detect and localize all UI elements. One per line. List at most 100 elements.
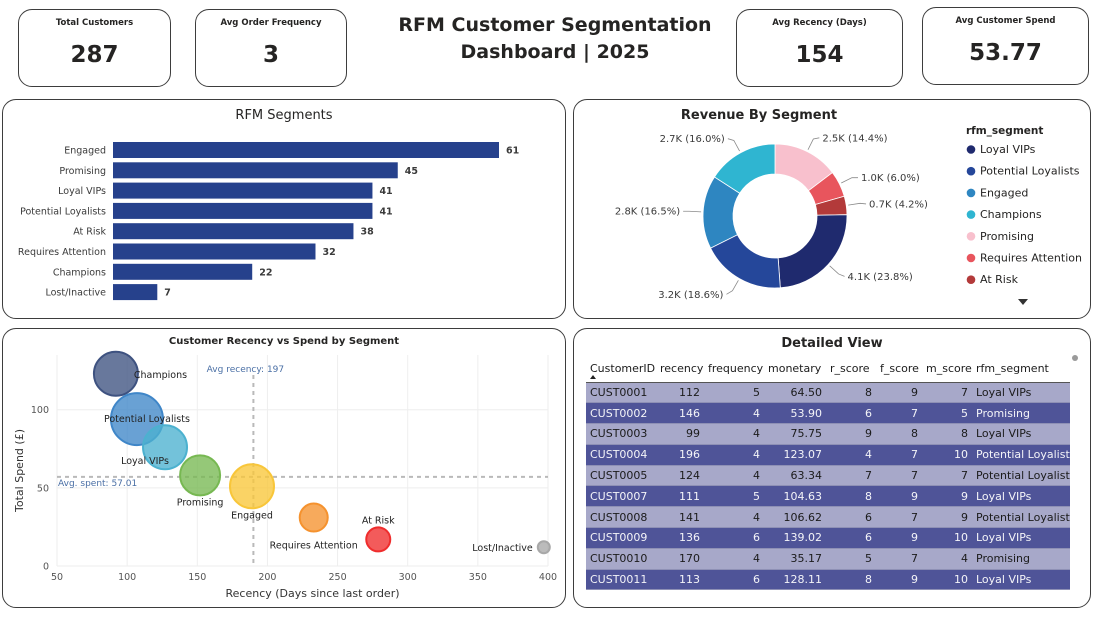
table-cell: 7 xyxy=(922,382,972,404)
table-cell: CUST0004 xyxy=(586,444,656,466)
table-cell: Potential Loyalists xyxy=(972,465,1070,487)
legend-item[interactable]: Loyal VIPs xyxy=(980,143,1036,156)
table-row[interactable]: CUST0005 124 4 63.34 7 7 7 Potential Loyalists xyxy=(586,465,1070,487)
recency-vs-spend-panel[interactable]: Customer Recency vs Spend by Segment 50 1… xyxy=(2,328,566,608)
scrollbar-thumb[interactable] xyxy=(1072,355,1078,361)
column-header-m_score[interactable]: m_score xyxy=(922,355,972,383)
detailed-view-panel[interactable]: Detailed View CustomerID recency frequency… xyxy=(573,328,1091,608)
avg-recency-label: Avg recency: 197 xyxy=(207,365,284,375)
column-header-r_score[interactable]: r_score xyxy=(826,355,876,383)
revenue-by-segment-panel[interactable]: Revenue By Segment 2.5K (14.4%) 1.0K (6.0… xyxy=(573,99,1091,319)
x-tick-label: 400 xyxy=(539,572,557,583)
legend-marker xyxy=(966,210,976,219)
table-cell: 7 xyxy=(876,506,922,529)
bubble-promising[interactable] xyxy=(179,454,222,497)
bubble-engaged[interactable] xyxy=(228,463,275,510)
y-axis-title: Total Spend (£) xyxy=(13,429,26,513)
dashboard-title: RFM Customer Segmentation Dashboard | 20… xyxy=(382,12,728,66)
table-row[interactable]: CUST0010 170 4 35.17 5 7 4 Promising xyxy=(586,548,1070,570)
bubble-label: Requires Attention xyxy=(270,541,358,552)
rfm-segments-panel[interactable]: RFM Segments Engaged 61 Promising 45 Loyal V… xyxy=(2,99,566,319)
legend-scroll-down-icon[interactable] xyxy=(1018,299,1028,305)
bar-3[interactable] xyxy=(113,202,373,219)
bubble-champions[interactable] xyxy=(92,350,139,397)
table-cell: 104.63 xyxy=(764,485,826,508)
table-cell: 9 xyxy=(876,485,922,508)
column-header-recency[interactable]: recency xyxy=(656,355,704,383)
kpi-value: 53.77 xyxy=(969,40,1042,66)
legend-marker xyxy=(966,253,976,263)
rfm-segments-title: RFM Segments xyxy=(235,108,333,123)
table-cell: 6 xyxy=(826,506,876,529)
y-tick-label: 100 xyxy=(31,405,49,416)
table-body: CUST0001 112 5 64.50 8 9 7 Loyal VIPs CUST0002 14… xyxy=(586,382,1070,591)
legend-item[interactable]: Promising xyxy=(980,230,1034,243)
bar-category-label: Requires Attention xyxy=(18,247,106,258)
donut-slice-champions[interactable] xyxy=(713,143,776,194)
table-cell: 7 xyxy=(876,465,922,487)
table-row[interactable]: CUST0003 99 4 75.75 9 8 8 Loyal VIPs xyxy=(586,423,1070,445)
kpi-card-total-customers: Total Customers 287 xyxy=(18,9,171,87)
table-header-row: CustomerID recency frequency monetary r_scor… xyxy=(586,355,1070,383)
table-row[interactable]: CUST0008 141 4 106.62 6 7 9 Potential Loyalists xyxy=(586,506,1070,529)
table-cell: 8 xyxy=(922,423,972,445)
table-cell: 5 xyxy=(922,402,972,425)
table-cell: 106.62 xyxy=(764,506,826,529)
column-header-rfm_segment[interactable]: rfm_segment xyxy=(972,355,1070,383)
bar-value-label: 41 xyxy=(379,206,392,217)
legend-item[interactable]: Potential Loyalists xyxy=(980,165,1080,178)
table-row[interactable]: CUST0007 111 5 104.63 8 9 9 Loyal VIPs xyxy=(586,485,1070,508)
donut-leader-line xyxy=(726,280,739,295)
column-header-frequency[interactable]: frequency xyxy=(704,355,764,383)
bubble-requires-attention[interactable] xyxy=(298,502,329,533)
table-cell: CUST0007 xyxy=(586,485,656,508)
bar-5[interactable] xyxy=(113,243,316,260)
legend-item[interactable]: At Risk xyxy=(980,273,1019,286)
legend-marker xyxy=(966,145,976,154)
table-cell: 10 xyxy=(922,444,972,466)
bubble-loyal-vips[interactable] xyxy=(142,424,189,471)
donut-slice-loyal-vips[interactable] xyxy=(777,214,848,289)
table-cell: Loyal VIPs xyxy=(972,423,1070,445)
table-cell: Promising xyxy=(972,548,1070,570)
bar-value-label: 38 xyxy=(360,227,374,238)
bar-7[interactable] xyxy=(113,284,158,301)
kpi-label: Avg Recency (Days) xyxy=(772,18,867,28)
bar-6[interactable] xyxy=(113,263,253,280)
table-cell: 124 xyxy=(656,465,704,487)
sort-ascending-icon[interactable] xyxy=(590,374,596,379)
bar-category-label: Loyal VIPs xyxy=(58,186,106,197)
column-header-customerid[interactable]: CustomerID xyxy=(586,355,656,383)
table-row[interactable]: CUST0004 196 4 123.07 4 7 10 Potential Loyalist… xyxy=(586,444,1070,466)
bar-0[interactable] xyxy=(113,142,499,158)
table-row[interactable]: CUST0001 112 5 64.50 8 9 7 Loyal VIPs xyxy=(586,382,1070,404)
bar-1[interactable] xyxy=(113,162,398,179)
bubble-at-risk[interactable] xyxy=(365,526,392,553)
table-row[interactable]: CUST0011 113 6 128.11 8 9 10 Loyal VIPs xyxy=(586,569,1070,591)
x-tick-label: 350 xyxy=(469,572,487,583)
donut-data-label: 1.0K (6.0%) xyxy=(861,173,920,184)
table-cell: 9 xyxy=(922,485,972,508)
table-cell: Loyal VIPs xyxy=(972,569,1070,591)
table-viewport[interactable]: CustomerID recency frequency monetary r_scor… xyxy=(586,355,1070,599)
table-cell: 7 xyxy=(922,465,972,487)
legend-item[interactable]: Engaged xyxy=(980,186,1028,199)
kpi-card-avg-customer-spend: Avg Customer Spend 53.77 xyxy=(922,7,1089,85)
legend-item[interactable]: Champions xyxy=(980,208,1042,221)
legend-item[interactable]: Requires Attention xyxy=(980,252,1082,265)
donut-data-label: 0.7K (4.2%) xyxy=(869,199,928,210)
column-header-f_score[interactable]: f_score xyxy=(876,355,922,383)
table-cell: CUST0001 xyxy=(586,382,656,404)
table-cell: 146 xyxy=(656,402,704,425)
table-cell: 9 xyxy=(876,569,922,591)
table-cell: 5 xyxy=(704,382,764,404)
column-header-monetary[interactable]: monetary xyxy=(764,355,826,383)
table-cell: 6 xyxy=(826,527,876,549)
table-row[interactable]: CUST0009 136 6 139.02 6 9 10 Loyal VIPs xyxy=(586,527,1070,549)
bubble-lost-inactive[interactable] xyxy=(536,540,551,555)
table-row[interactable]: CUST0002 146 4 53.90 6 7 5 Promising xyxy=(586,402,1070,425)
bar-value-label: 7 xyxy=(164,288,171,299)
bar-4[interactable] xyxy=(113,223,354,240)
table-cell: Loyal VIPs xyxy=(972,527,1070,549)
bar-2[interactable] xyxy=(113,182,373,199)
